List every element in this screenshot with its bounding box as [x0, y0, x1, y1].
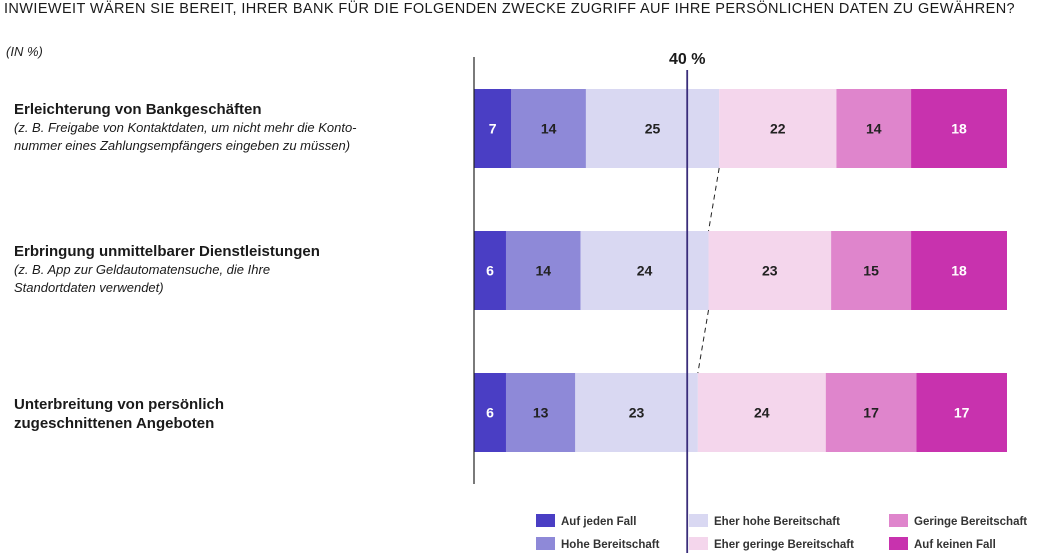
data-label: 18	[951, 263, 967, 279]
bar-segment	[511, 89, 586, 168]
legend-label: Hohe Bereitschaft	[561, 539, 660, 551]
legend-label: Auf jeden Fall	[561, 516, 637, 528]
legend-swatch	[536, 514, 555, 527]
bar-segment	[911, 231, 1007, 310]
data-label: 14	[536, 263, 552, 279]
bar-segment	[831, 231, 912, 310]
bar-segment	[585, 89, 720, 168]
category-subtitle: (z. B. App zur Geldautomatensuche, die I…	[14, 262, 271, 295]
bar-segment	[575, 373, 698, 452]
data-label: 25	[645, 121, 661, 137]
reference-marks: 40 %	[473, 51, 720, 553]
data-label: 23	[629, 405, 645, 421]
category-label-2: Unterbreitung von persönlich zugeschnitt…	[14, 395, 474, 433]
data-label: 7	[489, 121, 497, 137]
category-title: Unterbreitung von persönlich zugeschnitt…	[14, 396, 225, 432]
legend-swatch	[889, 537, 908, 550]
legend-swatch	[689, 537, 708, 550]
bar-segment	[697, 373, 826, 452]
data-label: 6	[486, 405, 494, 421]
data-label: 15	[863, 263, 879, 279]
chart-title: INWIEWEIT WÄREN SIE BEREIT, IHRER BANK F…	[4, 1, 1016, 17]
bar-segment	[719, 89, 837, 168]
bar-segment	[474, 373, 506, 452]
bar-segment	[911, 89, 1007, 168]
data-label: 17	[954, 405, 970, 421]
bar-segment	[825, 373, 917, 452]
category-label-0: Erleichterung von Bankgeschäften (z. B. …	[14, 100, 474, 155]
data-label: 24	[637, 263, 653, 279]
legend-label: Auf keinen Fall	[914, 539, 996, 551]
legend-label: Eher hohe Bereitschaft	[714, 516, 840, 528]
data-label: 23	[762, 263, 778, 279]
data-label: 18	[951, 121, 967, 137]
bar-segment	[505, 231, 581, 310]
data-label: 17	[863, 405, 879, 421]
legend-item: Eher hohe Bereitschaft	[689, 514, 840, 528]
legend-item: Eher geringe Bereitschaft	[689, 537, 854, 551]
category-title: Erbringung unmittelbarer Dienstleistunge…	[14, 243, 320, 260]
boundary-connector	[708, 167, 720, 232]
data-label: 24	[754, 405, 770, 421]
bar-segment	[916, 373, 1007, 452]
bar-segment	[836, 89, 912, 168]
bar-segment	[708, 231, 832, 310]
bar-segment	[474, 231, 506, 310]
legend-item: Hohe Bereitschaft	[536, 537, 659, 551]
category-subtitle: (z. B. Freigabe von Kontaktdaten, um nic…	[14, 120, 357, 153]
legend-label: Eher geringe Bereitschaft	[714, 539, 854, 551]
data-label: 13	[533, 405, 549, 421]
category-title: Erleichterung von Bankgeschäften	[14, 101, 262, 118]
legend-item: Geringe Bereitschaft	[889, 514, 1027, 528]
data-label: 14	[866, 121, 882, 137]
data-label: 6	[486, 263, 494, 279]
legend-swatch	[536, 537, 555, 550]
legend-swatch	[689, 514, 708, 527]
legend-item: Auf jeden Fall	[536, 514, 636, 528]
legend-label: Geringe Bereitschaft	[914, 516, 1028, 528]
boundary-connector	[697, 309, 710, 374]
bar-group: 7 14 25 22 14 18 6 14 24 23 15 18 6 13 23 24 17 17	[474, 89, 1007, 452]
bar-segment	[474, 89, 512, 168]
category-label-1: Erbringung unmittelbarer Dienstleistunge…	[14, 242, 474, 297]
unit-label: (IN %)	[6, 44, 43, 59]
data-label: 22	[770, 121, 786, 137]
bar-segment	[505, 373, 576, 452]
reference-line-label: 40 %	[669, 51, 705, 68]
legend-swatch	[889, 514, 908, 527]
data-label: 14	[541, 121, 557, 137]
legend-item: Auf keinen Fall	[889, 537, 996, 551]
